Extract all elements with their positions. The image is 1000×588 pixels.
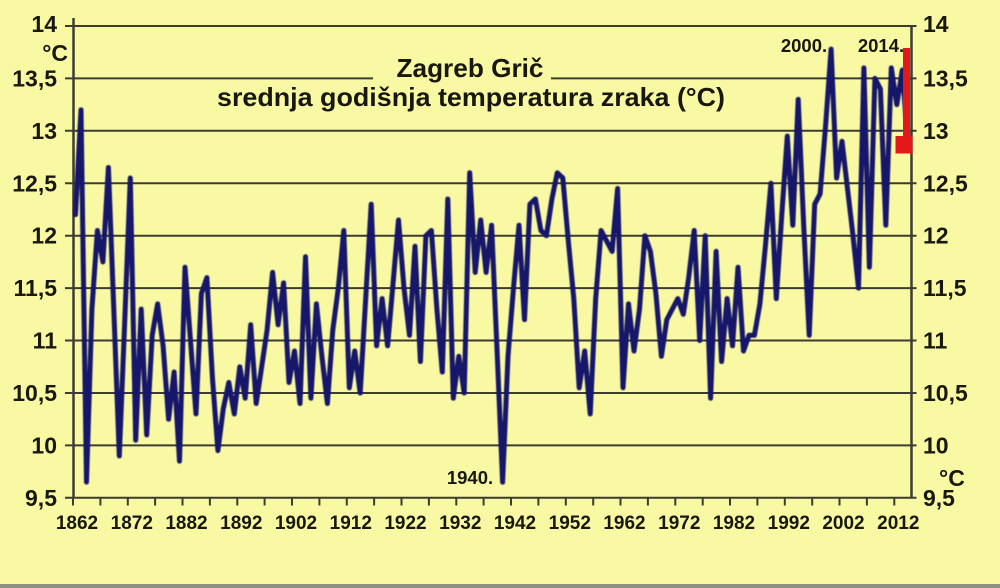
- svg-text:10: 10: [31, 432, 57, 458]
- svg-text:1882: 1882: [165, 513, 207, 534]
- svg-text:9,5: 9,5: [923, 485, 955, 511]
- svg-text:13,5: 13,5: [923, 65, 968, 91]
- svg-text:1992: 1992: [768, 513, 810, 534]
- svg-text:12,5: 12,5: [923, 170, 968, 196]
- svg-text:10,5: 10,5: [12, 380, 57, 406]
- svg-text:1932: 1932: [439, 513, 481, 534]
- svg-text:9,5: 9,5: [25, 485, 57, 511]
- svg-text:1892: 1892: [220, 513, 262, 534]
- svg-text:°C: °C: [42, 40, 68, 66]
- svg-text:1952: 1952: [549, 513, 591, 534]
- svg-text:1922: 1922: [384, 513, 426, 534]
- svg-text:1972: 1972: [658, 513, 700, 534]
- svg-text:14: 14: [31, 11, 57, 37]
- svg-text:11: 11: [33, 328, 58, 354]
- svg-text:13: 13: [923, 118, 949, 144]
- svg-text:1962: 1962: [603, 513, 645, 534]
- svg-text:2002: 2002: [822, 513, 864, 534]
- svg-text:2012: 2012: [877, 513, 919, 534]
- svg-text:11,5: 11,5: [14, 275, 58, 301]
- svg-text:12: 12: [923, 223, 949, 249]
- svg-text:2000.: 2000.: [781, 35, 827, 56]
- svg-text:13: 13: [31, 118, 57, 144]
- svg-text:1942: 1942: [494, 513, 536, 534]
- svg-text:11,5: 11,5: [923, 275, 967, 301]
- svg-text:10: 10: [923, 432, 949, 458]
- svg-text:1912: 1912: [330, 513, 372, 534]
- svg-text:Zagreb Grič: Zagreb Grič: [397, 53, 544, 83]
- svg-text:1862: 1862: [56, 513, 98, 534]
- svg-text:°C: °C: [939, 465, 965, 491]
- svg-text:13,5: 13,5: [12, 65, 57, 91]
- svg-text:12,5: 12,5: [12, 170, 57, 196]
- svg-text:1872: 1872: [111, 513, 153, 534]
- svg-text:2014.: 2014.: [858, 35, 904, 56]
- svg-text:10,5: 10,5: [923, 380, 968, 406]
- svg-text:1902: 1902: [275, 513, 317, 534]
- svg-text:srednja godišnja temperatura z: srednja godišnja temperatura zraka (°C): [217, 82, 725, 112]
- svg-text:1940.: 1940.: [447, 467, 493, 488]
- svg-text:12: 12: [31, 223, 57, 249]
- svg-text:1982: 1982: [713, 513, 755, 534]
- svg-text:14: 14: [923, 11, 949, 37]
- svg-text:11: 11: [923, 328, 948, 354]
